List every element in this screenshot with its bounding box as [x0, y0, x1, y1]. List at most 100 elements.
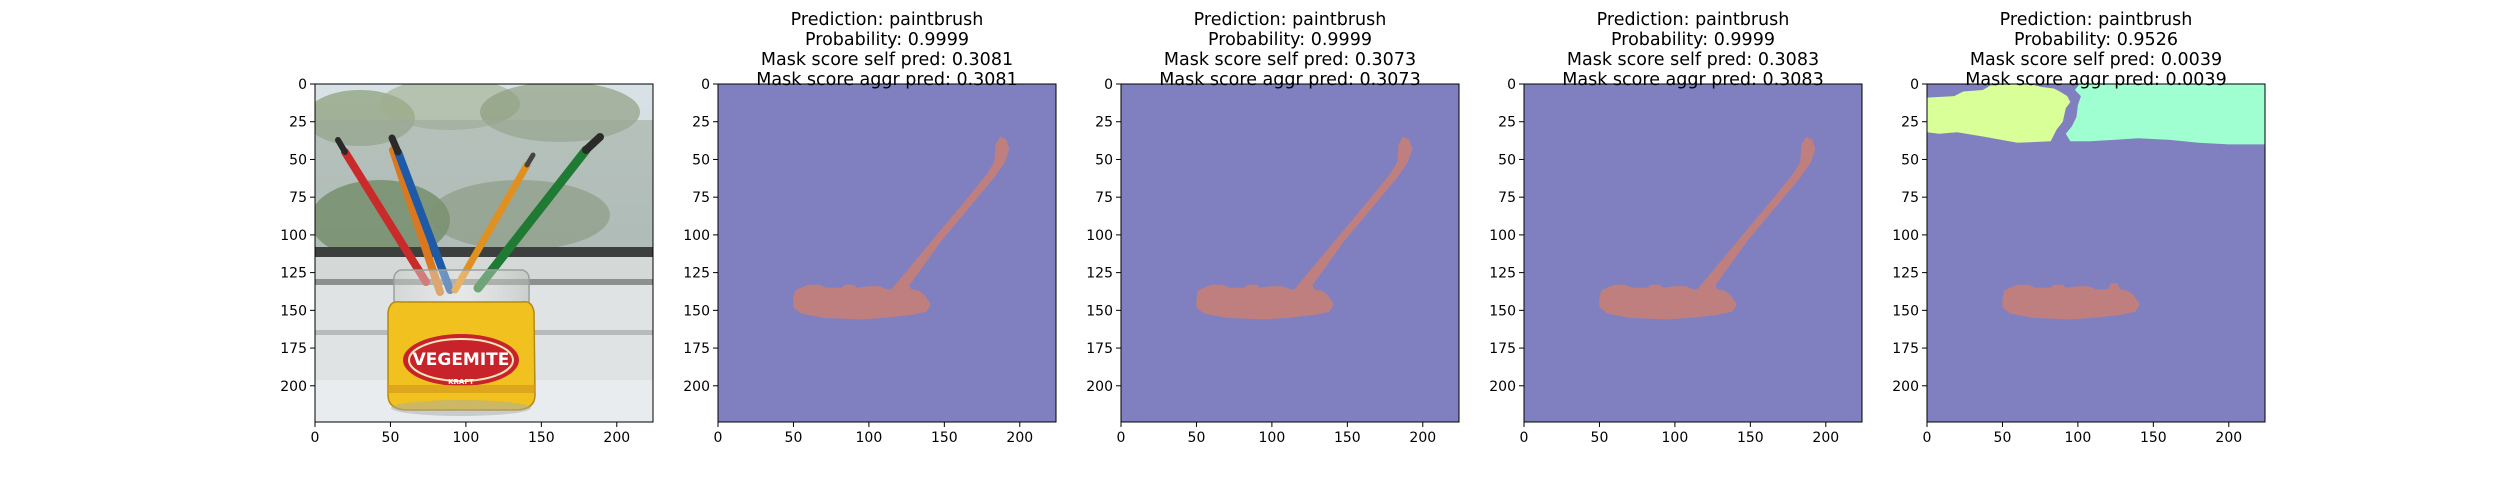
y-tick-label: 75	[692, 190, 710, 206]
y-tick-label: 125	[1086, 266, 1113, 282]
y-tick-label: 175	[280, 341, 307, 357]
panel-title-line: Mask score self pred: 0.3081	[761, 50, 1013, 70]
y-tick-label: 75	[289, 190, 307, 206]
x-tick-label: 0	[1520, 430, 1529, 446]
y-tick-label: 100	[1489, 228, 1516, 244]
y-tick-label: 100	[280, 228, 307, 244]
panel-title-line: Mask score self pred: 0.3083	[1567, 50, 1819, 70]
x-tick-label: 50	[1591, 430, 1609, 446]
panel-title-line: Probability: 0.9999	[805, 30, 969, 50]
mask-segment-1	[1697, 136, 1816, 290]
x-tick-label: 150	[931, 430, 958, 446]
y-tick-label: 50	[1095, 152, 1113, 168]
x-tick-label: 50	[1994, 430, 2012, 446]
y-tick-label: 25	[1901, 115, 1919, 131]
mask-segment-1	[1927, 84, 2071, 143]
x-tick-label: 0	[1923, 430, 1932, 446]
y-tick-label: 25	[1498, 115, 1516, 131]
y-tick-label: 0	[298, 77, 307, 93]
x-tick-label: 200	[1409, 430, 1436, 446]
y-tick-label: 150	[280, 303, 307, 319]
y-tick-label: 100	[1086, 228, 1113, 244]
panel-title-line: Prediction: paintbrush	[1194, 10, 1387, 30]
y-tick-label: 25	[692, 115, 710, 131]
x-tick-label: 150	[2140, 430, 2167, 446]
x-tick-label: 0	[1117, 430, 1126, 446]
y-tick-label: 100	[683, 228, 710, 244]
photo-image	[315, 84, 653, 422]
axes-frame	[1523, 83, 1863, 423]
mask-segment-1	[1294, 136, 1413, 290]
y-tick-label: 150	[1892, 303, 1919, 319]
x-tick-label: 200	[603, 430, 630, 446]
y-tick-label: 0	[1910, 77, 1919, 93]
y-tick-label: 50	[1498, 152, 1516, 168]
y-tick-label: 150	[683, 303, 710, 319]
x-tick-label: 150	[1737, 430, 1764, 446]
y-tick-label: 125	[683, 266, 710, 282]
panel-title-line: Prediction: paintbrush	[2000, 10, 2193, 30]
y-tick-label: 100	[1892, 228, 1919, 244]
x-tick-label: 150	[528, 430, 555, 446]
mask-background	[1121, 84, 1459, 422]
y-tick-label: 175	[683, 341, 710, 357]
paintbrush-handles	[335, 133, 604, 296]
y-tick-label: 150	[1489, 303, 1516, 319]
panel-title-line: Probability: 0.9526	[2014, 30, 2178, 50]
y-tick-label: 125	[1892, 266, 1919, 282]
mask-segment-1	[891, 136, 1010, 290]
y-tick-label: 25	[289, 115, 307, 131]
x-tick-label: 50	[382, 430, 400, 446]
y-tick-label: 200	[280, 379, 307, 395]
y-tick-label: 200	[1892, 379, 1919, 395]
x-tick-label: 200	[2215, 430, 2242, 446]
y-tick-label: 50	[289, 152, 307, 168]
y-tick-label: 200	[1086, 379, 1113, 395]
y-tick-label: 0	[701, 77, 710, 93]
mask-segment-0	[1196, 283, 1334, 320]
panel-title-line: Mask score self pred: 0.3073	[1164, 50, 1416, 70]
photo-panel: VEGEMITE KRAFT 0 50 100 150 200 0 25 50 75 100 125…	[280, 77, 654, 446]
x-tick-label: 200	[1812, 430, 1839, 446]
jar-label-sub: KRAFT	[448, 378, 474, 386]
y-tick-label: 75	[1095, 190, 1113, 206]
x-tick-label: 100	[1259, 430, 1286, 446]
panel-title-line: Prediction: paintbrush	[1597, 10, 1790, 30]
x-tick-label: 200	[1006, 430, 1033, 446]
x-tick-label: 100	[1662, 430, 1689, 446]
y-tick-label: 175	[1489, 341, 1516, 357]
panel-title-line: Mask score self pred: 0.0039	[1970, 50, 2222, 70]
mask-segment-0	[1599, 283, 1737, 320]
mask-segment-2	[2065, 84, 2265, 145]
x-tick-label: 50	[1188, 430, 1206, 446]
y-tick-label: 175	[1086, 341, 1113, 357]
axes-frame	[314, 83, 654, 423]
y-tick-label: 200	[1489, 379, 1516, 395]
panel-title-line: Mask score aggr pred: 0.0039	[1965, 70, 2226, 90]
y-tick-label: 75	[1498, 190, 1516, 206]
panel-title-line: Probability: 0.9999	[1611, 30, 1775, 50]
panel-title-line: Mask score aggr pred: 0.3083	[1562, 70, 1823, 90]
mask-segment-0	[793, 283, 931, 320]
y-tick-label: 75	[1901, 190, 1919, 206]
x-tick-label: 100	[453, 430, 480, 446]
x-tick-label: 50	[785, 430, 803, 446]
y-tick-label: 125	[1489, 266, 1516, 282]
mask-background	[1524, 84, 1862, 422]
y-tick-label: 175	[1892, 341, 1919, 357]
y-tick-label: 25	[1095, 115, 1113, 131]
axes-frame	[717, 83, 1057, 423]
axes-frame	[1926, 83, 2266, 423]
x-tick-label: 150	[1334, 430, 1361, 446]
panel-title-line: Probability: 0.9999	[1208, 30, 1372, 50]
x-tick-label: 0	[311, 430, 320, 446]
panel-title-line: Mask score aggr pred: 0.3081	[756, 70, 1017, 90]
panel-title-line: Mask score aggr pred: 0.3073	[1159, 70, 1420, 90]
axes-frame	[1120, 83, 1460, 423]
y-tick-label: 0	[1104, 77, 1113, 93]
y-tick-label: 200	[683, 379, 710, 395]
